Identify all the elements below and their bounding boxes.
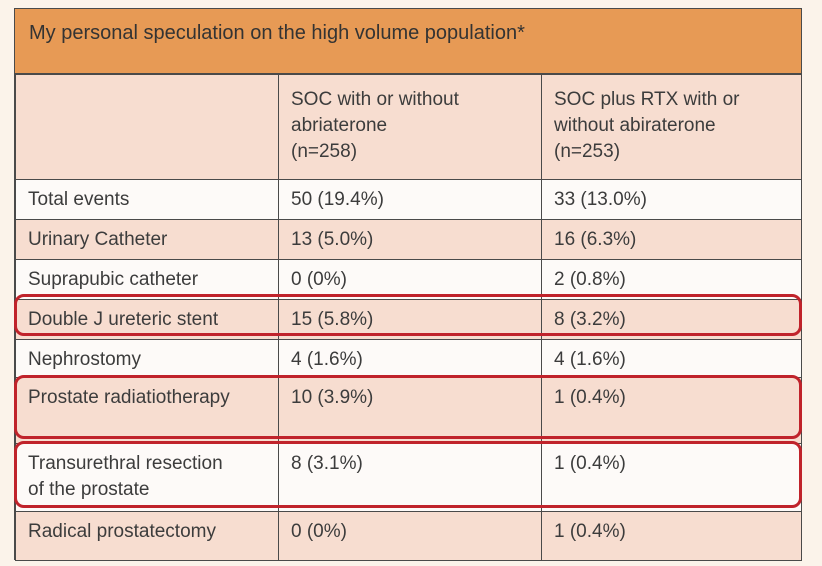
row-label: Transurethral resection of the prostate xyxy=(15,443,279,512)
row-label: Nephrostomy xyxy=(15,339,279,378)
header-cell-soc: SOC with or without abriaterone (n=258) xyxy=(278,74,542,180)
row-rtx-value: 1 (0.4%) xyxy=(541,511,802,561)
row-label: Suprapubic catheter xyxy=(15,259,279,300)
title-bar: My personal speculation on the high volu… xyxy=(15,9,801,74)
row-rtx-value: 4 (1.6%) xyxy=(541,339,802,378)
row-label-line-2: of the prostate xyxy=(28,479,150,500)
row-soc-value: 13 (5.0%) xyxy=(278,219,542,260)
row-label: Double J ureteric stent xyxy=(15,299,279,340)
row-label-line-1: Transurethral resection xyxy=(28,453,223,474)
table-row: Transurethral resection of the prostate … xyxy=(15,443,802,512)
table-row: Total events 50 (19.4%) 33 (13.0%) xyxy=(15,179,802,220)
row-soc-value: 8 (3.1%) xyxy=(278,443,542,512)
header-row: SOC with or without abriaterone (n=258) … xyxy=(15,74,802,180)
table-row: Double J ureteric stent 15 (5.8%) 8 (3.2… xyxy=(15,299,802,340)
row-rtx-value: 2 (0.8%) xyxy=(541,259,802,300)
row-label: Radical prostatectomy xyxy=(15,511,279,561)
table-row: Urinary Catheter 13 (5.0%) 16 (6.3%) xyxy=(15,219,802,260)
row-soc-value: 4 (1.6%) xyxy=(278,339,542,378)
header-rtx-line-2: without abiraterone xyxy=(554,115,716,136)
row-rtx-value: 1 (0.4%) xyxy=(541,443,802,512)
row-soc-value: 0 (0%) xyxy=(278,511,542,561)
row-soc-value: 50 (19.4%) xyxy=(278,179,542,220)
table-row: Prostate radiatiotherapy 10 (3.9%) 1 (0.… xyxy=(15,377,802,444)
data-table: SOC with or without abriaterone (n=258) … xyxy=(15,74,802,561)
row-label: Total events xyxy=(15,179,279,220)
row-soc-value: 0 (0%) xyxy=(278,259,542,300)
row-label: Urinary Catheter xyxy=(15,219,279,260)
table-row: Suprapubic catheter 0 (0%) 2 (0.8%) xyxy=(15,259,802,300)
header-soc-line-1: SOC with or without xyxy=(291,89,459,110)
row-rtx-value: 33 (13.0%) xyxy=(541,179,802,220)
table-row: Radical prostatectomy 0 (0%) 1 (0.4%) xyxy=(15,511,802,561)
row-soc-value: 15 (5.8%) xyxy=(278,299,542,340)
header-rtx-line-3: (n=253) xyxy=(554,141,621,162)
header-rtx-line-1: SOC plus RTX with or xyxy=(554,89,740,110)
header-soc-line-3: (n=258) xyxy=(291,141,358,162)
row-rtx-value: 8 (3.2%) xyxy=(541,299,802,340)
table-title: My personal speculation on the high volu… xyxy=(29,22,525,44)
header-cell-rtx: SOC plus RTX with or without abiraterone… xyxy=(541,74,802,180)
row-soc-value: 10 (3.9%) xyxy=(278,377,542,444)
row-rtx-value: 16 (6.3%) xyxy=(541,219,802,260)
row-rtx-value: 1 (0.4%) xyxy=(541,377,802,444)
header-soc-line-2: abriaterone xyxy=(291,115,388,136)
table-frame: My personal speculation on the high volu… xyxy=(14,8,802,561)
row-label: Prostate radiatiotherapy xyxy=(15,377,279,444)
table-row: Nephrostomy 4 (1.6%) 4 (1.6%) xyxy=(15,339,802,378)
header-cell-empty xyxy=(15,74,279,180)
